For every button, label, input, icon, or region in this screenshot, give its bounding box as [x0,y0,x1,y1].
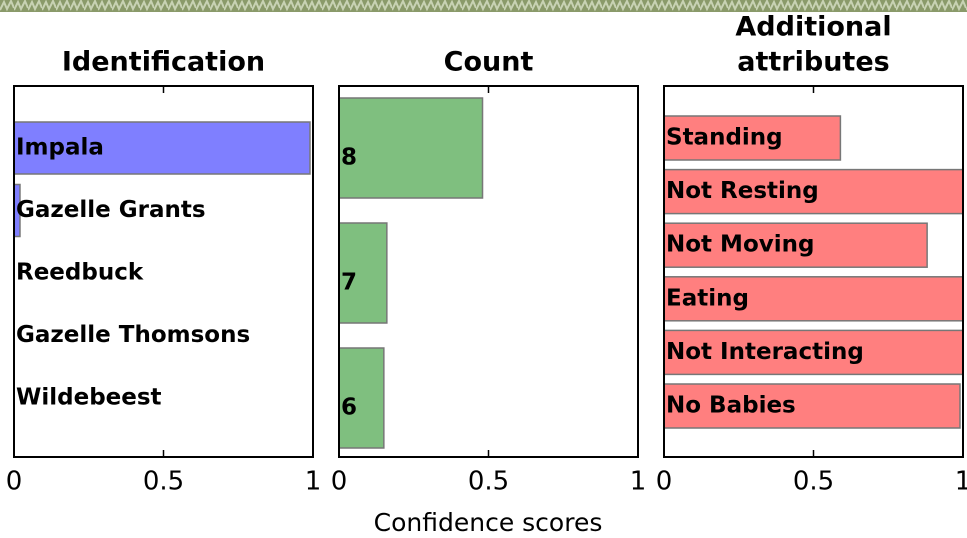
x-tick-label: 0.5 [793,467,834,497]
x-tick-label: 0 [656,467,673,497]
panel-title: Identification [62,47,265,78]
x-tick-label: 1 [955,467,967,497]
bar-label: Gazelle Thomsons [16,322,250,348]
bar-label: Reedbuck [16,260,144,286]
bar-label: Not Resting [666,178,819,204]
x-tick-label: 1 [630,467,647,497]
bar-label: Impala [16,135,104,161]
photo-strip [0,0,967,12]
bar [339,98,483,198]
bar-label: Eating [666,285,749,311]
bar-label: Gazelle Grants [16,197,206,223]
panel-title: Count [444,47,534,78]
panel-title: Additional [735,12,891,43]
bar-label: 8 [341,145,357,171]
panel-title: attributes [737,47,889,78]
x-tick-label: 1 [305,467,322,497]
bar-label: Wildebeest [16,385,162,411]
figure: Confidence scores Identification Impala Ga… [0,0,967,538]
x-tick-label: 0 [6,467,23,497]
bar-label: 7 [341,270,357,296]
x-axis-label: Confidence scores [374,508,603,537]
bar-label: No Babies [666,393,796,419]
bar-label: Standing [666,125,783,151]
bar-label: Not Interacting [666,339,864,365]
x-tick-label: 0 [331,467,348,497]
bar-label: 6 [341,395,357,421]
x-tick-label: 0.5 [143,467,184,497]
x-tick-label: 0.5 [468,467,509,497]
bar-label: Not Moving [666,232,814,258]
